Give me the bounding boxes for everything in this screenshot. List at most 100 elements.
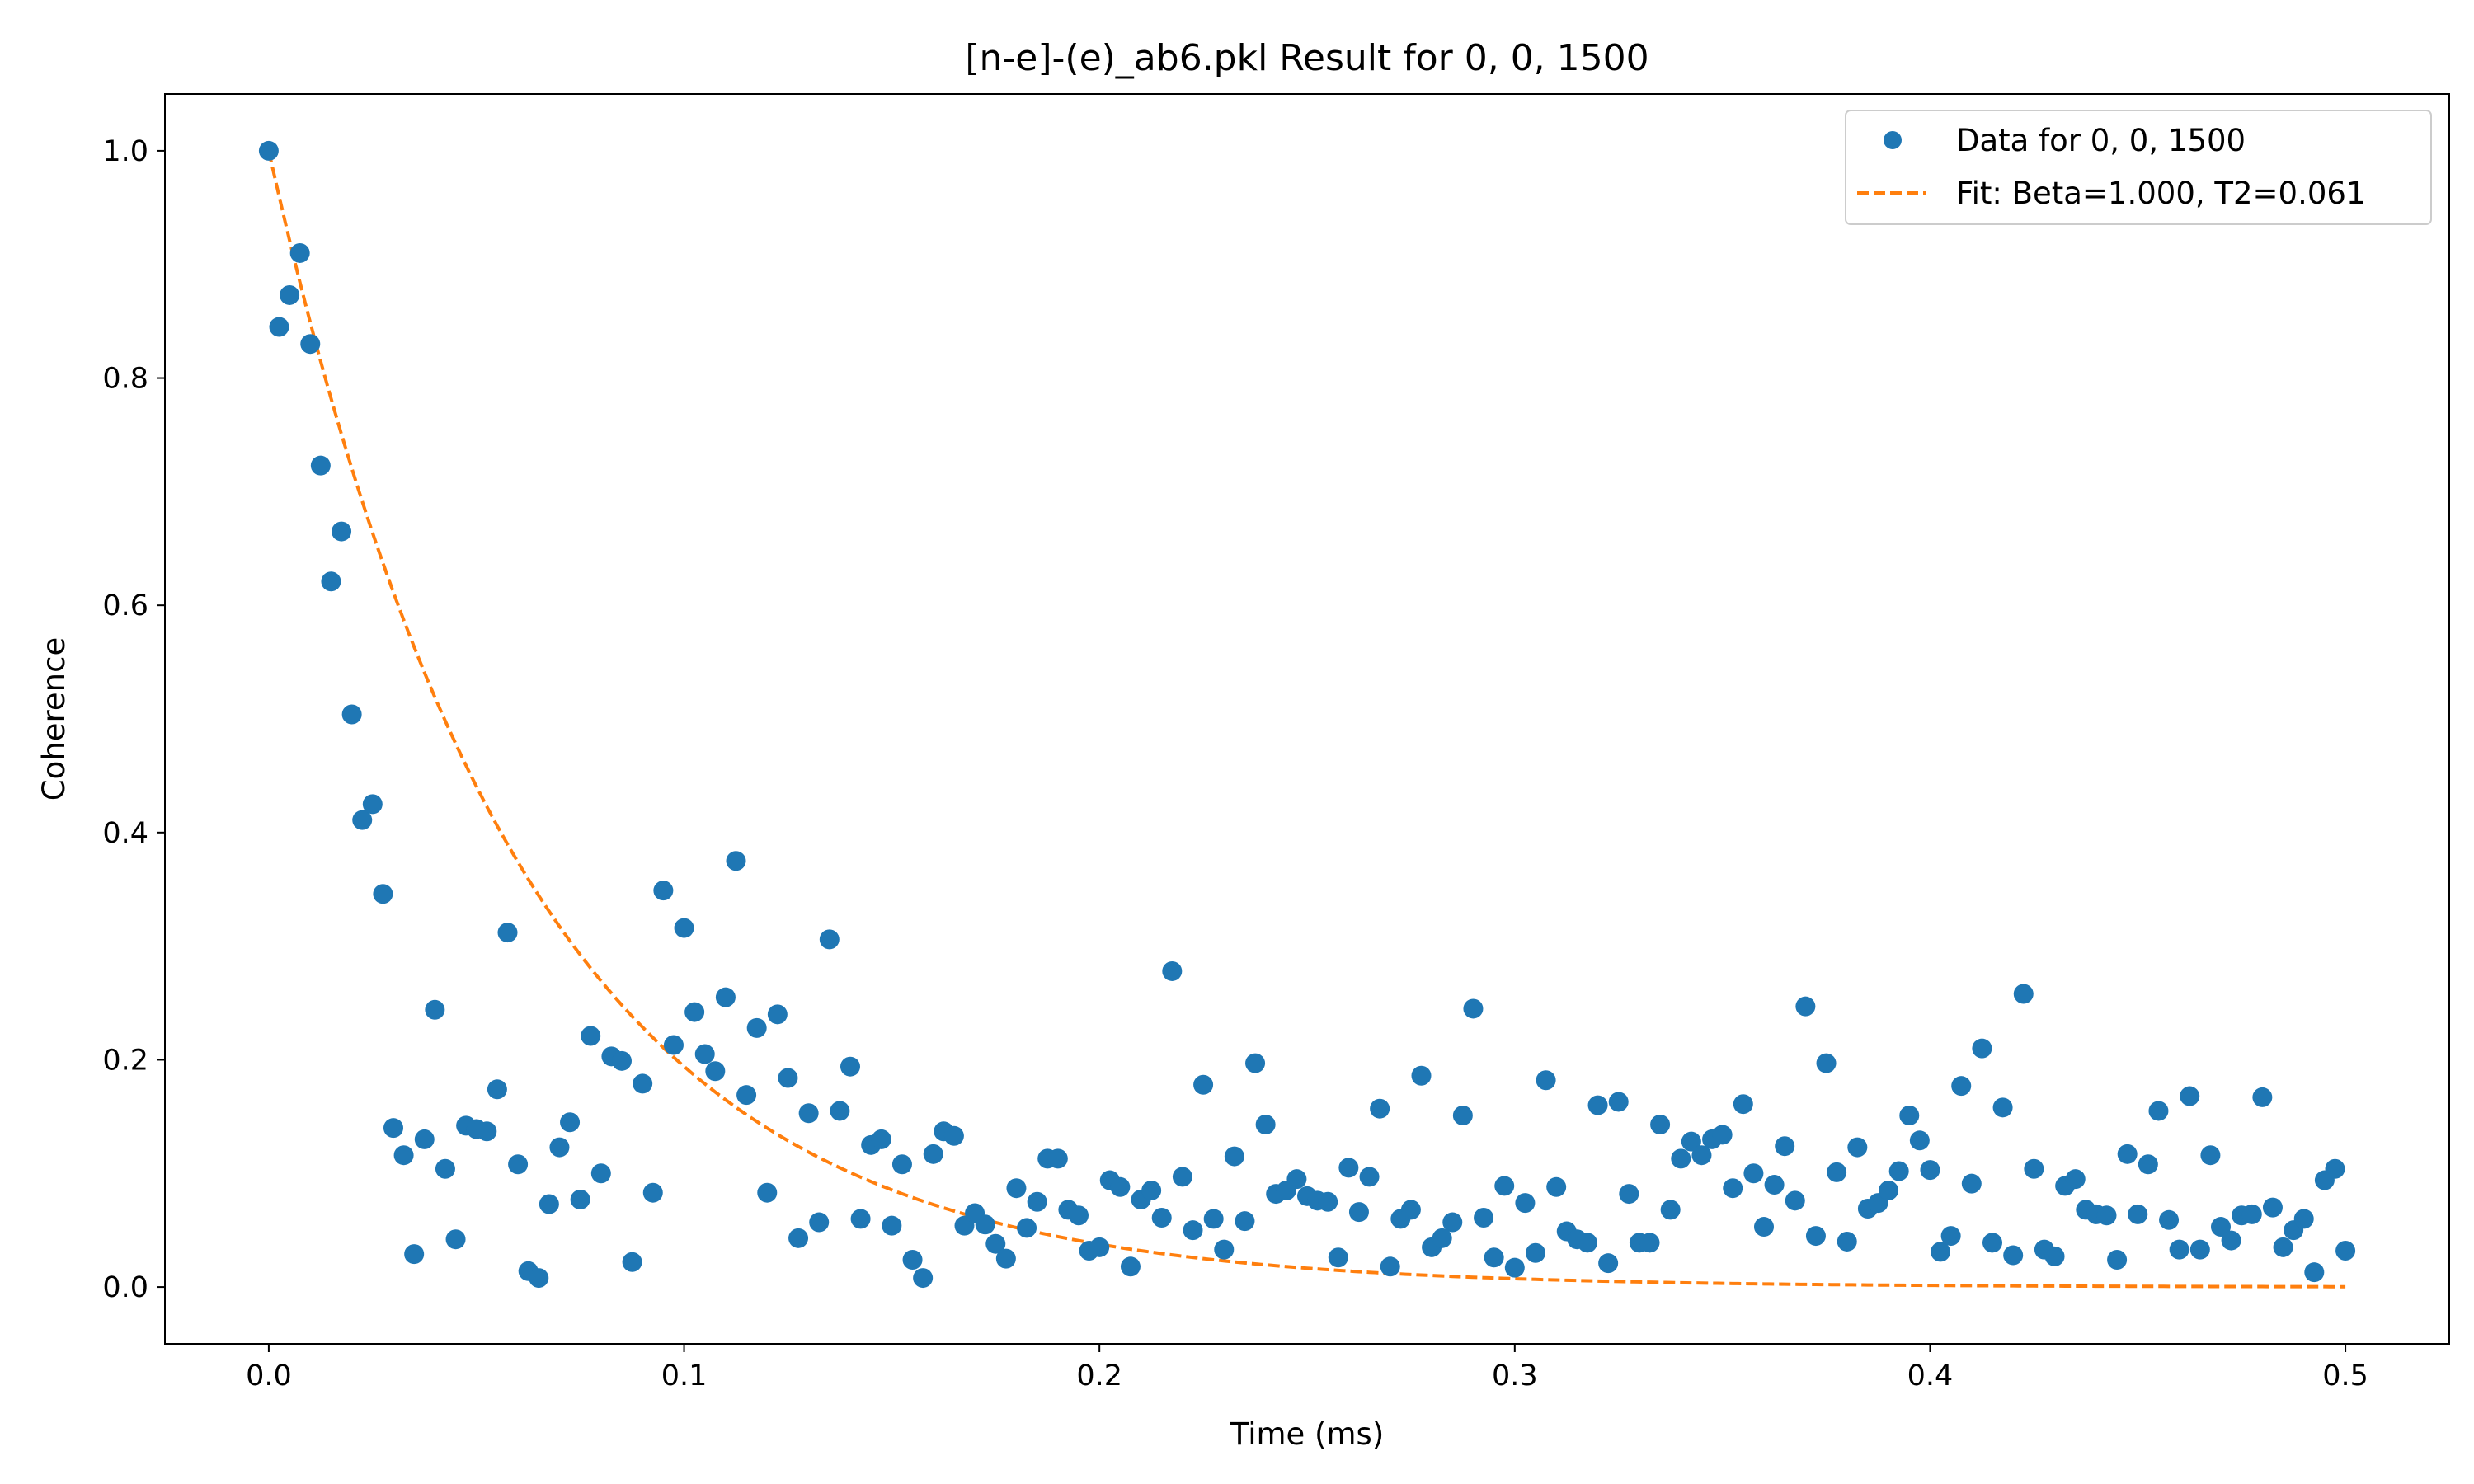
data-point [1151, 1208, 1172, 1228]
data-point [1681, 1131, 1701, 1152]
data-point [1484, 1247, 1504, 1268]
data-point [539, 1194, 559, 1214]
data-point [1474, 1208, 1494, 1228]
data-point [549, 1137, 570, 1158]
data-point [1827, 1162, 1847, 1182]
data-point [2117, 1144, 2138, 1164]
data-point [1816, 1053, 1837, 1073]
data-point [373, 884, 393, 904]
data-point [321, 571, 341, 592]
data-point [1931, 1242, 1951, 1262]
y-tick-label: 0.8 [102, 363, 148, 396]
data-point [674, 918, 694, 938]
data-point [1515, 1193, 1536, 1214]
data-point [1047, 1148, 1068, 1169]
data-point [736, 1085, 757, 1106]
data-point [383, 1118, 403, 1139]
data-point [2200, 1145, 2221, 1166]
data-point [2241, 1204, 2262, 1224]
data-point [1577, 1233, 1597, 1253]
x-tick-label: 0.4 [1907, 1360, 1954, 1392]
x-tick-label: 0.1 [661, 1360, 708, 1392]
data-point [705, 1061, 726, 1082]
data-point [560, 1112, 581, 1133]
data-point [1069, 1205, 1089, 1226]
data-point [850, 1209, 871, 1229]
data-point [1598, 1253, 1619, 1274]
data-point [425, 999, 445, 1020]
data-point [445, 1229, 466, 1250]
data-point [1733, 1094, 1753, 1115]
data-point [633, 1073, 653, 1094]
data-point [581, 1026, 601, 1046]
chart-title: [n-e]-(e)_ab6.pkl Result for 0, 0, 1500 [965, 37, 1649, 79]
data-point [923, 1144, 943, 1164]
data-point [1764, 1175, 1785, 1195]
data-point [332, 521, 352, 542]
data-point [1193, 1074, 1214, 1095]
data-point [1224, 1146, 1244, 1167]
data-point [2304, 1262, 2325, 1283]
data-point [1909, 1130, 1930, 1151]
data-point [1120, 1256, 1141, 1277]
data-point [529, 1268, 549, 1289]
data-point [1639, 1233, 1660, 1253]
data-point [995, 1248, 1016, 1269]
data-point [830, 1101, 850, 1121]
data-point [1110, 1176, 1131, 1197]
y-tick-label: 0.2 [102, 1044, 148, 1077]
data-point [393, 1145, 414, 1166]
data-point [289, 242, 310, 263]
data-point [2003, 1245, 2024, 1266]
fit-curve [266, 150, 2346, 1289]
data-point [258, 140, 279, 161]
data-point [1671, 1148, 1691, 1169]
data-point [809, 1212, 830, 1233]
y-tick-label: 0.0 [102, 1271, 148, 1304]
x-tick-label: 0.5 [2322, 1360, 2368, 1392]
data-point [435, 1158, 455, 1179]
data-point [1847, 1137, 1868, 1158]
data-point [1587, 1095, 1608, 1115]
data-point [757, 1182, 778, 1203]
data-point [1951, 1076, 1972, 1097]
data-point [1723, 1178, 1743, 1199]
data-point [1982, 1233, 2002, 1253]
data-point [1370, 1098, 1390, 1119]
data-point [684, 1002, 705, 1022]
data-point [1006, 1178, 1027, 1199]
data-point [2065, 1169, 2086, 1190]
y-tick-label: 1.0 [102, 135, 148, 168]
y-tick-label: 0.4 [102, 817, 148, 850]
data-point [913, 1268, 934, 1289]
data-point [1546, 1176, 1567, 1197]
data-point [310, 455, 331, 476]
data-point [1888, 1161, 1909, 1181]
data-point [1141, 1180, 1162, 1200]
data-point [1318, 1191, 1338, 1212]
data-point [1245, 1053, 1266, 1073]
data-point [778, 1068, 798, 1088]
data-point [2159, 1209, 2180, 1230]
data-point [882, 1215, 902, 1236]
data-point [508, 1154, 529, 1175]
data-point [1348, 1202, 1369, 1223]
data-point [1400, 1200, 1421, 1220]
data-point [1162, 960, 1183, 981]
data-point [1795, 996, 1816, 1017]
data-point [1452, 1105, 1473, 1125]
data-point [2128, 1204, 2148, 1224]
data-point [590, 1163, 611, 1184]
data-point [1899, 1105, 1920, 1125]
data-point [2211, 1217, 2231, 1237]
data-point [1650, 1115, 1671, 1135]
data-point [726, 851, 746, 871]
data-point [612, 1050, 632, 1071]
data-point [985, 1233, 1006, 1254]
data-point [1754, 1217, 1774, 1237]
data-point [1992, 1097, 2013, 1118]
data-point [2024, 1158, 2044, 1179]
data-point [1214, 1239, 1235, 1260]
data-point [891, 1154, 912, 1175]
data-point [1805, 1226, 1826, 1247]
